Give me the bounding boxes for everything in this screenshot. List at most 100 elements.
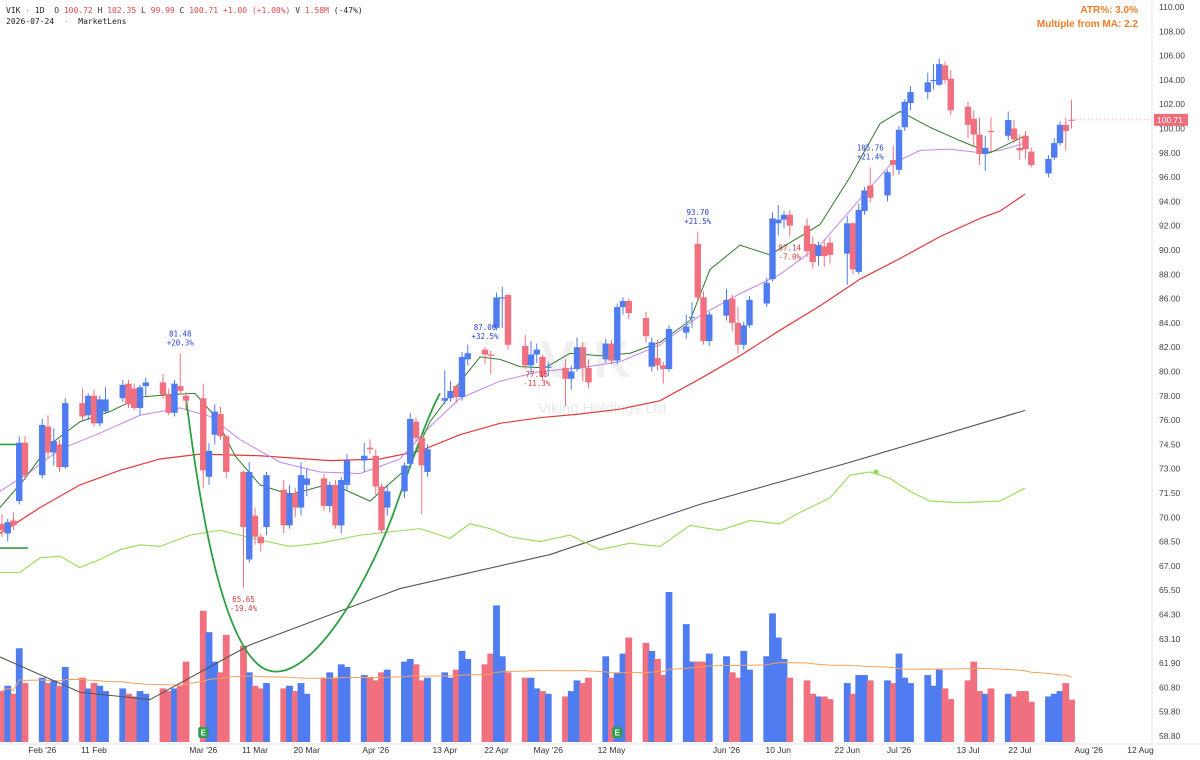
candle	[568, 365, 575, 390]
volume-bar	[441, 672, 449, 742]
candle	[895, 126, 903, 175]
volume-bar	[746, 669, 753, 742]
candle-body	[418, 437, 425, 466]
candle-body	[901, 101, 908, 128]
annotation-pct: -7.0%	[778, 253, 801, 262]
candle-body	[119, 384, 126, 399]
candle-body	[821, 246, 828, 257]
candle	[947, 70, 954, 116]
candle	[418, 434, 425, 515]
candle	[136, 384, 144, 416]
candle-body	[665, 328, 673, 370]
volume-bar	[217, 672, 224, 742]
candle	[44, 415, 52, 459]
close-value: 100.71	[189, 6, 219, 15]
candle	[343, 454, 351, 490]
ma-200-line	[0, 409, 1026, 701]
high-label: H	[97, 6, 103, 15]
candle-body	[775, 219, 782, 224]
candle-body	[16, 442, 23, 502]
candle-body	[165, 394, 172, 413]
volume-bar	[786, 677, 794, 742]
volume-bar	[728, 672, 736, 742]
candle-body	[125, 383, 132, 405]
time-tick-label: May '26	[534, 745, 564, 755]
volume-bar	[280, 688, 288, 742]
candle-body	[970, 118, 977, 135]
volume-bar	[176, 685, 184, 742]
volume-bar	[366, 677, 374, 742]
candle-body	[401, 465, 408, 492]
candle	[361, 442, 368, 472]
volume-bar	[849, 693, 857, 742]
time-tick-label: 11 Mar	[242, 745, 268, 755]
volume-bar	[360, 675, 368, 742]
volume-bar	[562, 696, 569, 742]
candle-body	[412, 421, 420, 438]
open-label: O	[54, 6, 60, 15]
earnings-marker-label: E	[201, 729, 207, 738]
candle	[821, 239, 828, 268]
candle	[1068, 99, 1075, 129]
candle-body	[930, 79, 937, 82]
candle	[729, 294, 736, 332]
volume-bar	[10, 693, 17, 742]
volume-bar	[257, 688, 265, 742]
candle	[458, 352, 466, 401]
ma-10-line	[0, 110, 1026, 508]
candle	[522, 335, 529, 370]
time-tick-label: Jul '26	[887, 745, 912, 755]
annotation-pct: +32.5%	[471, 332, 499, 341]
candle-body	[39, 424, 46, 476]
price-tick-label: 90.00	[1159, 245, 1181, 255]
candle-body	[1005, 119, 1012, 136]
candle	[763, 277, 770, 308]
candle	[56, 439, 63, 472]
candle	[487, 350, 494, 374]
volume-label: V	[295, 6, 301, 15]
volume-bar	[820, 696, 828, 742]
annotation-pct: +21.4%	[857, 152, 885, 161]
volume-bar	[987, 688, 995, 742]
volume-bar	[90, 683, 98, 742]
candle-body	[372, 455, 379, 487]
candle	[366, 439, 374, 455]
interval: 1D	[34, 6, 45, 15]
candle	[453, 384, 460, 404]
volume-bar	[981, 693, 989, 742]
volume-bar	[412, 664, 420, 742]
candle-body	[102, 399, 109, 412]
candle-body	[723, 299, 730, 316]
candle-body	[453, 386, 460, 398]
candle	[240, 470, 247, 588]
volume-bar	[1050, 693, 1058, 742]
time-tick-label: 13 Jul	[957, 745, 980, 755]
candle	[401, 462, 408, 498]
candle	[769, 212, 776, 282]
volume-bar	[774, 637, 782, 742]
volume-bar	[1010, 696, 1018, 742]
candle-body	[826, 242, 834, 255]
candle-body	[303, 478, 310, 485]
time-tick-label: 22 Jul	[1008, 745, 1031, 755]
time-tick-label: Feb '26	[28, 745, 56, 755]
annotation-pct: -11.3%	[523, 379, 551, 388]
watermark-company: Viking Holdings Ltd	[538, 400, 667, 417]
candle-body	[1068, 119, 1075, 121]
candle	[855, 203, 862, 275]
candle-body	[85, 395, 92, 416]
price-tick-label: 65.50	[1159, 585, 1181, 595]
stats-box: ATR%: 3.0% Multiple from MA: 2.2	[1037, 4, 1138, 32]
volume-bar	[625, 637, 633, 742]
candle-body	[1022, 135, 1029, 150]
candle	[930, 64, 937, 90]
price-tick-label: 100.00	[1159, 124, 1185, 134]
candle	[683, 314, 690, 339]
candle-body	[740, 325, 747, 345]
candle-body	[326, 484, 333, 506]
price-tick-label: 82.00	[1159, 342, 1181, 352]
volume-bar	[142, 693, 150, 742]
candle-body	[884, 172, 891, 196]
candle-body	[79, 403, 86, 417]
